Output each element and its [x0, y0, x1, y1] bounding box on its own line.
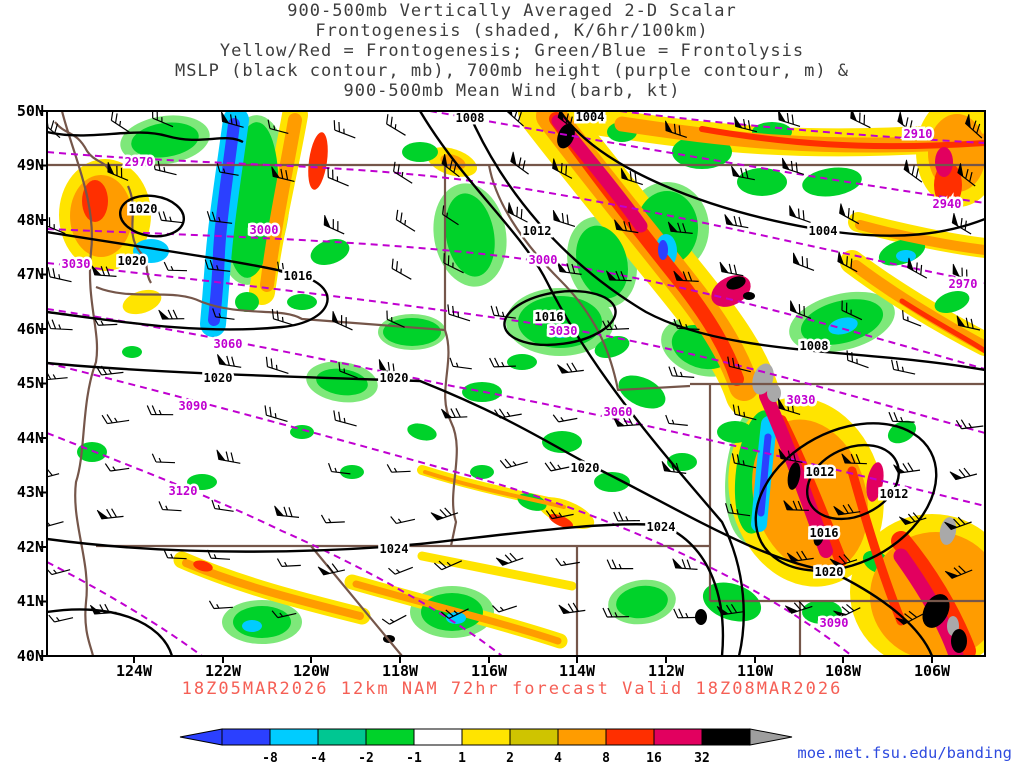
lon-label: 106W: [913, 662, 951, 680]
lat-label: 43N: [16, 483, 44, 501]
lon-label: 120W: [292, 662, 330, 680]
lon-label: 116W: [470, 662, 508, 680]
website-link[interactable]: moe.met.fsu.edu/banding: [797, 744, 1012, 762]
colorbar-tick-label: 16: [646, 751, 662, 766]
lon-label: 108W: [824, 662, 862, 680]
height-label: 2910: [904, 127, 933, 141]
mslp-label: 1016: [284, 269, 313, 283]
height-label: 3030: [62, 257, 91, 271]
mslp-label: 1008: [800, 339, 829, 353]
height-label: 2940: [933, 197, 962, 211]
lat-label: 48N: [16, 211, 44, 229]
mslp-contours: [47, 111, 985, 656]
lat-label: 45N: [16, 374, 44, 392]
lon-label: 122W: [204, 662, 242, 680]
longitude-ticks: [133, 656, 933, 663]
colorbar-segment: [317, 728, 367, 746]
lon-label: 112W: [647, 662, 685, 680]
forecast-valid-text: 18Z05MAR2026 12km NAM 72hr forecast Vali…: [181, 679, 843, 699]
mslp-label: 1016: [535, 310, 564, 324]
colorbar-segment: [701, 728, 751, 746]
state-borders: [47, 111, 985, 656]
lat-label: 44N: [16, 429, 44, 447]
colorbar-segment: [365, 728, 415, 746]
height-label: 3090: [820, 616, 849, 630]
colorbar-segment: [557, 728, 607, 746]
title-line-5: 900-500mb Mean Wind (barb, kt): [343, 81, 681, 101]
map-frame: [40, 110, 986, 663]
colorbar-tick-label: 4: [554, 751, 562, 766]
height-contours-700mb: [47, 111, 985, 656]
colorbar-segment: [269, 728, 319, 746]
height-label: 3120: [169, 484, 198, 498]
height-label: 2970: [949, 277, 978, 291]
colorbar-right-arrow: [749, 728, 793, 746]
height-label: 2970: [125, 155, 154, 169]
lon-label: 114W: [558, 662, 596, 680]
mslp-label: 1004: [809, 224, 838, 238]
colorbar-tick-label: 8: [602, 751, 610, 766]
colorbar: -8 -4 -2 -1 1 2 4 8 16 32: [179, 728, 793, 766]
lat-label: 46N: [16, 320, 44, 338]
mslp-label: 1020: [380, 371, 409, 385]
colorbar-tick-label: -4: [310, 751, 326, 766]
colorbar-segment: [509, 728, 559, 746]
height-label: 3030: [787, 393, 816, 407]
mslp-label: 1020: [129, 202, 158, 216]
mslp-label: 1012: [880, 487, 909, 501]
mslp-label: 1012: [523, 224, 552, 238]
colorbar-segment: [413, 728, 463, 746]
mslp-label: 1024: [647, 520, 676, 534]
title-line-2: Frontogenesis (shaded, K/6hr/100km): [315, 21, 709, 41]
lon-label: 118W: [381, 662, 419, 680]
contour-labels: 1008 1004 1012 1004 1016 1016 1020 1020 …: [59, 108, 980, 633]
colorbar-segment: [605, 728, 655, 746]
title-line-3: Yellow/Red = Frontogenesis; Green/Blue =…: [219, 41, 805, 61]
mslp-label: 1016: [810, 526, 839, 540]
title-line-1: 900-500mb Vertically Averaged 2-D Scalar: [287, 1, 737, 21]
title-line-4: MSLP (black contour, mb), 700mb height (…: [174, 61, 850, 81]
mslp-label: 1004: [576, 110, 605, 124]
colorbar-segment: [653, 728, 703, 746]
weather-map: 1008 1004 1012 1004 1016 1016 1020 1020 …: [40, 108, 986, 663]
lon-label: 110W: [736, 662, 774, 680]
colorbar-tick-label: -2: [358, 751, 374, 766]
mslp-label: 1020: [571, 461, 600, 475]
mslp-label: 1012: [806, 465, 835, 479]
colorbar-tick-label: 2: [506, 751, 514, 766]
height-label: 3000: [529, 253, 558, 267]
chart-title: 900-500mb Vertically Averaged 2-D Scalar…: [0, 1, 1024, 101]
mslp-label: 1020: [815, 565, 844, 579]
mslp-label: 1020: [204, 371, 233, 385]
height-label: 3030: [549, 324, 578, 338]
colorbar-segment: [221, 728, 271, 746]
colorbar-tick-label: -1: [406, 751, 422, 766]
lat-label: 49N: [16, 156, 44, 174]
lat-label: 40N: [16, 647, 44, 665]
height-label: 3000: [250, 223, 279, 237]
latitude-ticks: [40, 110, 47, 657]
height-label: 3090: [179, 399, 208, 413]
colorbar-left-arrow: [179, 728, 223, 746]
lon-label: 124W: [115, 662, 153, 680]
colorbar-tick-label: 1: [458, 751, 466, 766]
colorbar-tick-label: 32: [694, 751, 710, 766]
lat-label: 47N: [16, 265, 44, 283]
mslp-label: 1020: [118, 254, 147, 268]
mslp-label: 1008: [456, 111, 485, 125]
height-label: 3060: [214, 337, 243, 351]
height-label: 3060: [604, 405, 633, 419]
lat-label: 41N: [16, 592, 44, 610]
lat-label: 42N: [16, 538, 44, 556]
lat-label: 50N: [16, 102, 44, 120]
mslp-label: 1024: [380, 542, 409, 556]
colorbar-segment: [461, 728, 511, 746]
colorbar-tick-label: -8: [262, 751, 278, 766]
